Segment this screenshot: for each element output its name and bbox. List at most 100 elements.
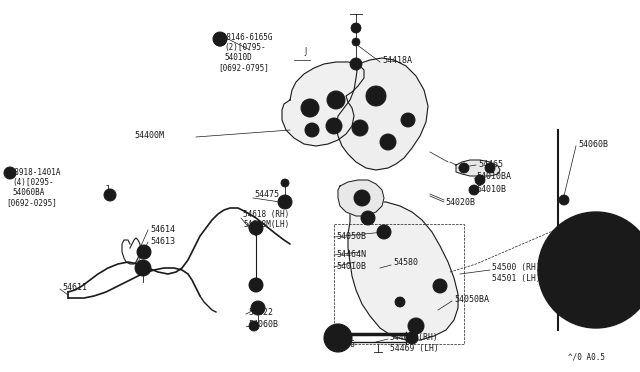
- Text: 54468M(RH): 54468M(RH): [390, 333, 439, 342]
- Text: 54475: 54475: [254, 190, 279, 199]
- Circle shape: [364, 214, 372, 222]
- Circle shape: [381, 228, 387, 235]
- Circle shape: [255, 305, 262, 311]
- Circle shape: [4, 167, 16, 179]
- Text: ^/0 A0.5: ^/0 A0.5: [568, 352, 605, 361]
- Polygon shape: [282, 62, 364, 146]
- Text: 54020B: 54020B: [445, 198, 475, 207]
- Polygon shape: [336, 58, 428, 170]
- Text: J: J: [105, 185, 110, 194]
- Text: 54465: 54465: [478, 160, 503, 169]
- Text: 54580: 54580: [393, 258, 418, 267]
- Circle shape: [305, 123, 319, 137]
- Circle shape: [590, 264, 602, 276]
- Circle shape: [436, 282, 444, 290]
- Circle shape: [356, 124, 364, 132]
- Circle shape: [406, 332, 418, 344]
- Text: 54010B: 54010B: [476, 185, 506, 194]
- Circle shape: [253, 224, 259, 231]
- Circle shape: [459, 163, 469, 173]
- Circle shape: [559, 195, 569, 205]
- Text: 54618 (RH): 54618 (RH): [243, 210, 289, 219]
- Text: 54611: 54611: [62, 283, 87, 292]
- Circle shape: [352, 38, 360, 46]
- Circle shape: [249, 221, 263, 235]
- Bar: [334, 224, 464, 344]
- Circle shape: [351, 23, 361, 33]
- Text: 54469 (LH): 54469 (LH): [390, 344, 439, 353]
- Circle shape: [384, 138, 392, 146]
- Circle shape: [331, 95, 341, 105]
- Text: 54060B: 54060B: [248, 320, 278, 329]
- Circle shape: [135, 260, 151, 276]
- Circle shape: [370, 90, 382, 102]
- Text: J: J: [305, 48, 307, 57]
- Circle shape: [472, 187, 477, 192]
- Text: 54010D: 54010D: [224, 53, 252, 62]
- Text: 54050B: 54050B: [336, 232, 366, 241]
- Text: B: B: [218, 38, 221, 44]
- Circle shape: [214, 34, 226, 46]
- Circle shape: [326, 118, 342, 134]
- Circle shape: [477, 177, 483, 183]
- Circle shape: [401, 113, 415, 127]
- Circle shape: [278, 195, 292, 209]
- Circle shape: [380, 134, 396, 150]
- Circle shape: [281, 179, 289, 187]
- Text: 54010B: 54010B: [336, 262, 366, 271]
- Text: 54613: 54613: [150, 237, 175, 246]
- Circle shape: [330, 330, 346, 346]
- Text: 54501 (LH): 54501 (LH): [492, 274, 541, 283]
- Circle shape: [475, 175, 485, 185]
- Circle shape: [335, 335, 341, 341]
- Circle shape: [324, 324, 352, 352]
- Circle shape: [251, 301, 265, 315]
- Circle shape: [469, 185, 479, 195]
- Circle shape: [330, 122, 338, 130]
- Circle shape: [561, 235, 631, 305]
- Circle shape: [395, 297, 405, 307]
- Text: 54060BA: 54060BA: [12, 188, 44, 197]
- Text: 54400M: 54400M: [134, 131, 164, 140]
- Circle shape: [561, 198, 566, 202]
- Polygon shape: [348, 202, 458, 340]
- Circle shape: [354, 190, 370, 206]
- Text: 54622: 54622: [248, 308, 273, 317]
- Circle shape: [485, 163, 495, 173]
- Text: 54614: 54614: [150, 225, 175, 234]
- Text: 54010BA: 54010BA: [476, 172, 511, 181]
- Circle shape: [305, 103, 315, 113]
- Text: 54060B: 54060B: [578, 140, 608, 149]
- Text: (2)[0795-: (2)[0795-: [224, 43, 266, 52]
- Circle shape: [301, 99, 319, 117]
- Circle shape: [350, 58, 362, 70]
- Text: 54500 (RH): 54500 (RH): [492, 263, 541, 272]
- Text: 54476: 54476: [330, 340, 355, 349]
- Text: 54464N: 54464N: [336, 250, 366, 259]
- Text: Ð08918-1401A: Ð08918-1401A: [6, 168, 61, 177]
- Circle shape: [253, 282, 259, 289]
- Circle shape: [358, 194, 366, 202]
- Text: 54050BA: 54050BA: [454, 295, 489, 304]
- Text: B: B: [218, 38, 222, 42]
- Circle shape: [141, 248, 147, 256]
- Circle shape: [538, 212, 640, 328]
- Circle shape: [252, 324, 257, 328]
- Circle shape: [408, 318, 424, 334]
- Circle shape: [308, 126, 316, 134]
- Circle shape: [377, 225, 391, 239]
- Polygon shape: [456, 160, 500, 176]
- Circle shape: [361, 211, 375, 225]
- Circle shape: [327, 91, 345, 109]
- Circle shape: [249, 321, 259, 331]
- Text: N: N: [8, 171, 12, 176]
- Circle shape: [282, 199, 289, 205]
- Circle shape: [352, 120, 368, 136]
- Circle shape: [213, 32, 227, 46]
- Text: [0692-0795]: [0692-0795]: [218, 63, 269, 72]
- Circle shape: [433, 279, 447, 293]
- Polygon shape: [338, 180, 384, 216]
- Text: (4)[0295-: (4)[0295-: [12, 178, 54, 187]
- Circle shape: [366, 86, 386, 106]
- Circle shape: [137, 245, 151, 259]
